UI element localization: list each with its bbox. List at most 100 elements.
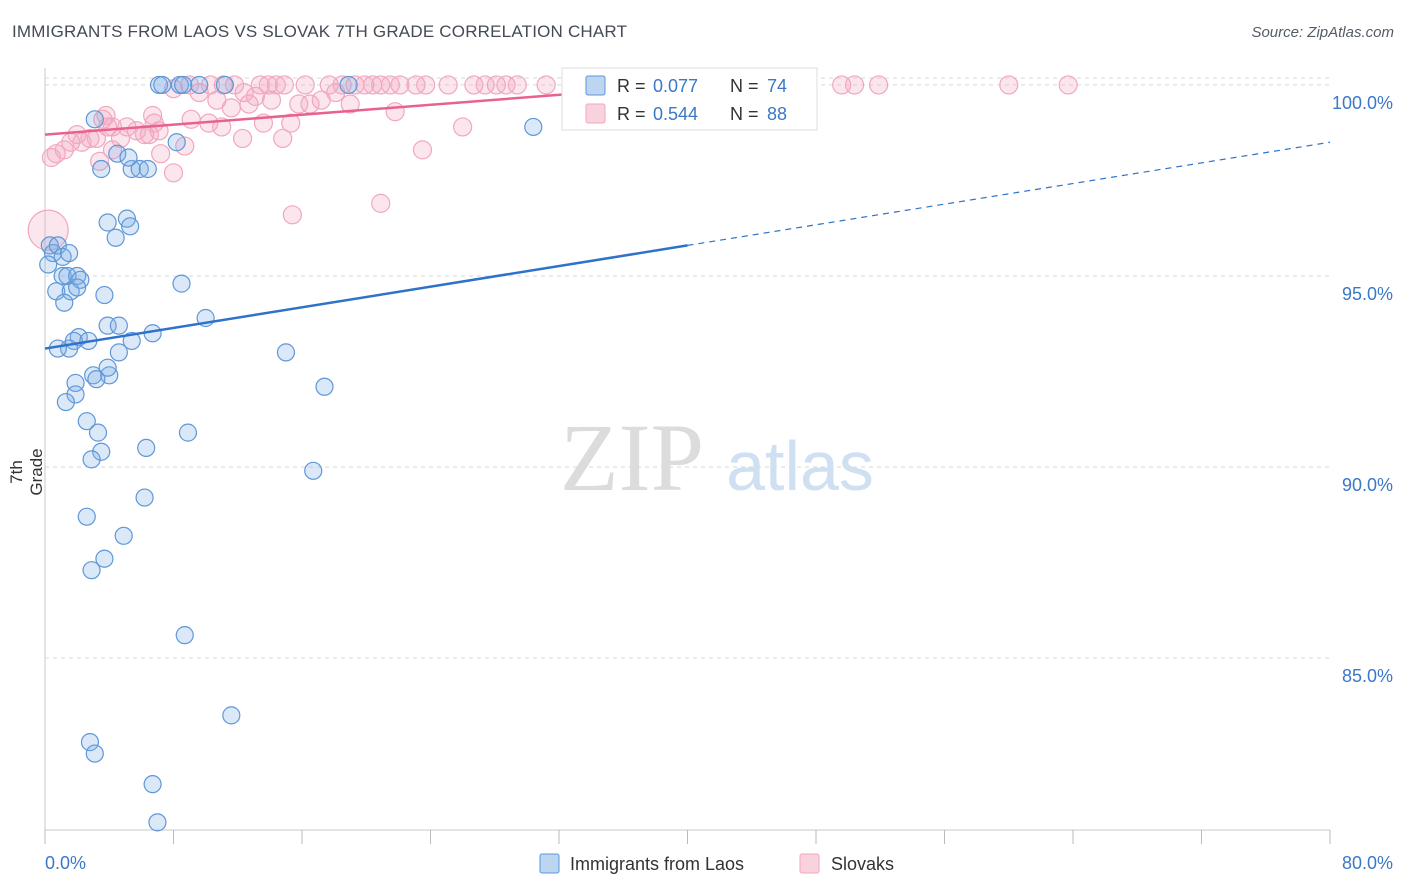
chart-title: IMMIGRANTS FROM LAOS VS SLOVAK 7TH GRADE… — [12, 22, 628, 41]
slovaks-point — [274, 75, 294, 95]
laos-point — [77, 507, 96, 526]
laos-point — [138, 159, 157, 179]
laos-r-value: 0.077 — [653, 76, 698, 96]
slovaks-legend-swatch — [799, 853, 820, 874]
slovaks-point — [213, 75, 233, 95]
laos-point — [524, 117, 543, 137]
slovaks-point — [96, 105, 116, 126]
watermark-zip: ZIP — [560, 404, 704, 511]
slovaks-point — [406, 75, 426, 95]
laos-point — [68, 278, 87, 297]
slovaks-point — [250, 75, 270, 95]
slovaks-point — [438, 75, 458, 95]
x-tick-label-max: 80.0% — [1342, 853, 1393, 873]
slovaks-point — [507, 75, 527, 95]
laos-point — [98, 358, 117, 377]
slovaks-point — [221, 98, 241, 118]
slovaks-point — [380, 75, 400, 95]
laos-point — [85, 744, 104, 763]
laos-point — [108, 144, 127, 163]
laos-trend-extension — [687, 141, 1331, 246]
watermark-atlas: atlas — [726, 427, 874, 505]
laos-point — [77, 412, 96, 431]
series-legend: Immigrants from Laos Slovaks — [539, 853, 894, 874]
slovaks-point — [385, 102, 405, 122]
laos-point — [82, 450, 101, 469]
slovaks-point — [282, 205, 302, 225]
slovaks-point — [224, 75, 245, 95]
slovaks-points — [27, 75, 1078, 251]
slovaks-point — [390, 75, 410, 95]
laos-point — [304, 461, 323, 480]
laos-point — [109, 343, 128, 362]
gridlines — [45, 77, 1330, 659]
laos-point — [95, 285, 114, 305]
slovaks-point — [258, 75, 278, 95]
slovaks-point — [416, 75, 436, 95]
slovaks-point — [189, 82, 209, 103]
laos-n-value: 74 — [767, 76, 787, 96]
slovaks-point — [289, 94, 309, 114]
slovaks-point — [536, 75, 556, 95]
laos-point — [167, 133, 186, 152]
laos-point — [315, 377, 334, 396]
laos-points — [39, 75, 543, 832]
laos-point — [222, 706, 241, 725]
laos-point — [109, 316, 128, 335]
slovaks-point — [102, 117, 123, 137]
laos-point — [98, 213, 117, 232]
laos-point — [172, 274, 191, 293]
slovaks-point — [281, 113, 301, 133]
laos-point — [119, 148, 138, 167]
slovaks-r-value: 0.544 — [653, 104, 698, 124]
laos-point — [143, 775, 162, 794]
slovaks-point — [1058, 75, 1078, 95]
slovaks-point — [239, 94, 259, 114]
laos-point — [339, 75, 358, 95]
laos-point — [175, 626, 194, 645]
slovaks-point — [999, 75, 1019, 95]
slovaks-point — [54, 140, 74, 160]
slovaks-point — [232, 128, 253, 149]
laos-point — [95, 549, 114, 568]
laos-point — [56, 392, 75, 412]
slovaks-legend-label: Slovaks — [831, 854, 894, 874]
slovaks-point — [371, 75, 391, 95]
slovaks-point — [90, 151, 110, 171]
laos-point — [106, 228, 125, 247]
slovaks-point — [273, 128, 293, 149]
laos-point — [53, 266, 72, 286]
laos-n-label: N = — [730, 76, 759, 96]
slovaks-n-label: N = — [730, 104, 759, 124]
slovaks-point — [163, 163, 184, 183]
slovaks-stats-swatch — [585, 103, 606, 124]
laos-legend-label: Immigrants from Laos — [570, 854, 744, 874]
laos-point — [135, 488, 154, 507]
y-axis-label: 7th Grade — [7, 448, 46, 496]
slovaks-point — [844, 75, 865, 95]
laos-point — [215, 75, 234, 95]
laos-point — [87, 370, 106, 389]
stats-legend: R = 0.077 N = 74 R = 0.544 N = 88 — [561, 67, 818, 131]
slovaks-point — [261, 90, 282, 110]
laos-point — [276, 343, 296, 362]
slovaks-point — [245, 86, 266, 106]
slovaks-point — [266, 75, 286, 95]
laos-point — [122, 331, 141, 351]
chart-source: Source: ZipAtlas.com — [1251, 24, 1394, 41]
x-tick-label-min: 0.0% — [45, 853, 86, 873]
slovaks-n-value: 88 — [767, 104, 787, 124]
slovaks-point — [412, 140, 433, 160]
laos-point — [114, 526, 133, 545]
watermark: ZIP atlas — [560, 404, 874, 511]
laos-point — [88, 423, 108, 442]
laos-point — [137, 438, 156, 458]
slovaks-point — [869, 75, 889, 95]
slovaks-point — [475, 75, 495, 95]
laos-stats-swatch — [585, 75, 606, 96]
slovaks-point — [179, 75, 200, 95]
laos-point — [55, 293, 74, 312]
slovaks-r-label: R = — [617, 104, 646, 124]
laos-r-label: R = — [617, 76, 646, 96]
